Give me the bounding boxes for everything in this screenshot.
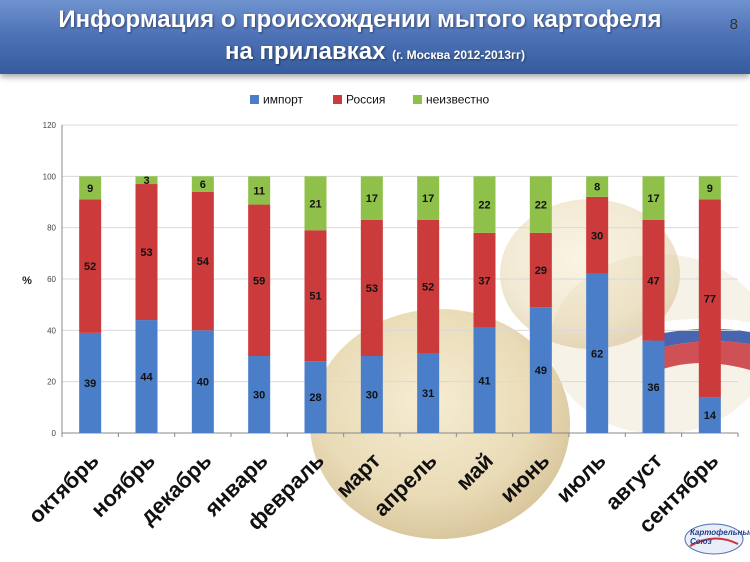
- data-label: 30: [253, 390, 265, 402]
- data-label: 40: [197, 377, 209, 389]
- bar-segment: [417, 176, 440, 220]
- x-tick-label: июнь: [495, 448, 554, 507]
- y-tick-label: 0: [52, 429, 57, 438]
- data-label: 31: [422, 388, 434, 400]
- bar-segment: [248, 356, 271, 433]
- data-label: 47: [647, 275, 659, 287]
- data-label: 52: [84, 261, 96, 273]
- slide-subtitle: (г. Москва 2012-2013гг): [392, 48, 526, 62]
- data-label: 28: [309, 392, 321, 404]
- y-tick-label: 20: [47, 378, 56, 387]
- x-tick-label: октябрь: [23, 448, 103, 528]
- bar-segment: [360, 219, 383, 356]
- bar-segment: [248, 176, 271, 205]
- bar-segment: [586, 176, 609, 197]
- bar-segment: [642, 219, 665, 341]
- bar-segment: [360, 176, 383, 220]
- bar-segment: [135, 320, 158, 433]
- bar-segment: [642, 340, 665, 433]
- data-label: 54: [197, 256, 210, 268]
- data-label: 53: [140, 247, 152, 259]
- y-axis-label: %: [22, 275, 32, 287]
- data-label: 37: [478, 275, 490, 287]
- data-label: 22: [478, 200, 490, 212]
- legend-swatch: [250, 95, 259, 104]
- data-label: 21: [309, 198, 321, 210]
- legend-swatch: [333, 95, 342, 104]
- bar-segment: [529, 232, 552, 308]
- bar-segment: [473, 327, 496, 433]
- data-label: 49: [535, 365, 547, 377]
- legend-swatch: [413, 95, 422, 104]
- slide-title-continuation: на прилавках: [224, 38, 386, 65]
- bar-segment: [135, 184, 158, 321]
- y-tick-label: 80: [47, 224, 56, 233]
- data-label: 30: [366, 390, 378, 402]
- data-label: 17: [366, 193, 378, 205]
- x-tick-label: апрель: [368, 448, 441, 521]
- data-label: 77: [704, 293, 716, 305]
- x-tick-label: май: [451, 448, 498, 495]
- data-label: 17: [647, 193, 659, 205]
- data-label: 44: [140, 372, 153, 384]
- data-label: 53: [366, 283, 378, 295]
- data-label: 51: [309, 291, 321, 303]
- data-label: 8: [594, 182, 600, 194]
- bar-segment: [79, 332, 102, 433]
- data-label: 36: [647, 382, 659, 394]
- bar-segment: [473, 232, 496, 328]
- page-number: 8: [729, 16, 738, 33]
- bar-segment: [304, 176, 327, 231]
- slide-title-line2: на прилавках (г. Москва 2012-2013гг): [0, 38, 750, 66]
- bar-segment: [473, 176, 496, 233]
- data-label: 17: [422, 193, 434, 205]
- data-label: 62: [591, 348, 603, 360]
- slide-header: Информация о происхождении мытого картоф…: [0, 0, 750, 74]
- data-label: 9: [87, 183, 93, 195]
- bar-segment: [191, 191, 214, 331]
- bar-segment: [304, 230, 327, 362]
- legend-label: неизвестно: [426, 93, 490, 107]
- data-label: 3: [143, 175, 149, 187]
- data-label: 22: [535, 200, 547, 212]
- data-label: 29: [535, 265, 547, 277]
- data-label: 39: [84, 378, 96, 390]
- bar-segment: [191, 330, 214, 433]
- bar-segment: [79, 199, 102, 333]
- legend-label: Россия: [346, 93, 385, 107]
- bar-segment: [698, 199, 721, 398]
- bar-segment: [529, 307, 552, 433]
- bar-segment: [79, 176, 102, 200]
- data-label: 6: [200, 179, 206, 191]
- slide-title: Информация о происхождении мытого картоф…: [58, 6, 662, 33]
- bar-segment: [360, 356, 383, 433]
- bar-segment: [529, 176, 552, 233]
- data-label: 52: [422, 282, 434, 294]
- bar-segment: [586, 196, 609, 274]
- bar-segment: [248, 204, 271, 356]
- bar-segment: [135, 176, 158, 185]
- y-tick-label: 40: [47, 326, 56, 335]
- y-tick-label: 100: [43, 172, 57, 181]
- bar-segment: [642, 176, 665, 220]
- data-label: 41: [478, 375, 490, 387]
- bar-segment: [417, 353, 440, 433]
- brand-logo-text: Картофельный Союз: [690, 528, 750, 546]
- bar-segment: [417, 219, 440, 354]
- data-label: 30: [591, 230, 603, 242]
- y-tick-label: 120: [43, 121, 57, 130]
- data-label: 59: [253, 275, 265, 287]
- brand-logo: Картофельный Союз: [684, 522, 750, 556]
- bar-segment: [304, 361, 327, 433]
- bar-segment: [586, 273, 609, 433]
- bar-segment: [698, 397, 721, 433]
- bar-segment: [191, 176, 214, 192]
- data-label: 14: [704, 410, 717, 422]
- y-tick-label: 60: [47, 275, 56, 284]
- legend-label: импорт: [263, 93, 304, 107]
- bar-segment: [698, 176, 721, 200]
- data-label: 11: [253, 185, 265, 197]
- data-label: 9: [707, 183, 713, 195]
